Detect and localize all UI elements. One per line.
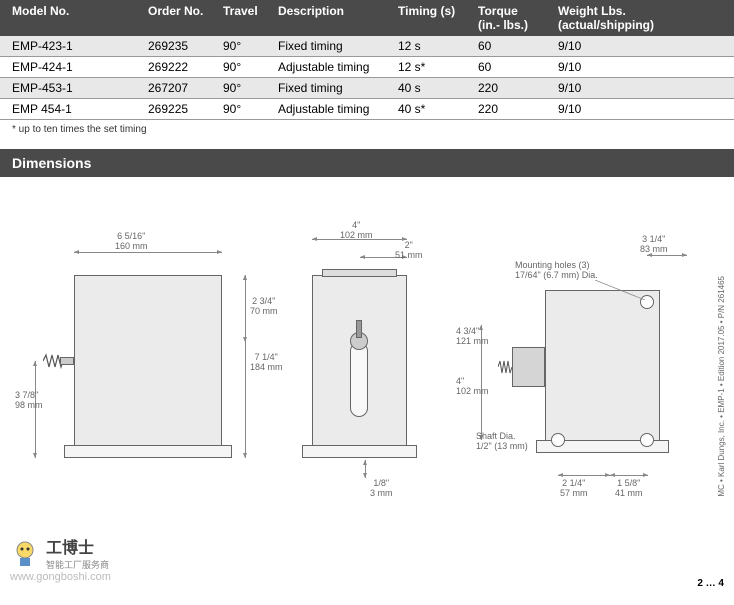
col-model: Model No.	[0, 0, 140, 36]
view1-shaft	[60, 357, 74, 365]
col-travel: Travel	[215, 0, 270, 36]
shaft-label: Shaft Dia.1/2" (13 mm)	[476, 432, 528, 452]
table-cell: 60	[470, 36, 550, 57]
watermark-subtitle: 智能工厂服务商	[46, 558, 109, 571]
table-cell: 267207	[140, 78, 215, 99]
view3-body	[545, 290, 660, 445]
mount-line	[595, 280, 645, 300]
dim-d2: 3 7/8"98 mm	[15, 391, 43, 411]
footnote: * up to ten times the set timing	[0, 120, 734, 139]
view3-motor	[512, 347, 545, 387]
mount-label: Mounting holes (3)17/64" (6.7 mm) Dia.	[515, 261, 625, 281]
table-row: EMP-424-126922290°Adjustable timing12 s*…	[0, 57, 734, 78]
table-cell: 40 s	[390, 78, 470, 99]
col-torque: Torque (in.- lbs.)	[470, 0, 550, 36]
watermark: 工博士 智能工厂服务商 www.gongboshi.com	[10, 534, 111, 583]
dim-d11: 2 1/4"57 mm	[560, 479, 588, 499]
table-body: EMP-423-126923590°Fixed timing12 s609/10…	[0, 36, 734, 120]
table-cell: 269235	[140, 36, 215, 57]
table-cell: 90°	[215, 57, 270, 78]
page-number: 2 … 4	[697, 578, 724, 589]
table-cell: Fixed timing	[270, 36, 390, 57]
dim-d4: 7 1/4"184 mm	[250, 353, 283, 373]
col-order: Order No.	[140, 0, 215, 36]
table-cell: 9/10	[550, 57, 734, 78]
table-cell: 9/10	[550, 78, 734, 99]
view2-top	[322, 269, 397, 277]
table-cell: EMP-424-1	[0, 57, 140, 78]
table-cell: 269222	[140, 57, 215, 78]
dim-width-arrow	[74, 252, 222, 253]
table-cell: Adjustable timing	[270, 57, 390, 78]
dim-d7-arrow	[365, 460, 366, 478]
table-cell: Fixed timing	[270, 78, 390, 99]
dim-d12: 1 5/8"41 mm	[615, 479, 643, 499]
table-cell: 90°	[215, 36, 270, 57]
view2-handle	[356, 320, 362, 338]
dim-d4-arrow	[245, 275, 246, 458]
dim-d3: 2 3/4"70 mm	[250, 297, 278, 317]
table-cell: Adjustable timing	[270, 99, 390, 120]
dimensions-diagram: 6 5/16"160 mm 3 7/8"98 mm 2 3/4"70 mm 7 …	[0, 177, 734, 597]
table-cell: EMP-423-1	[0, 36, 140, 57]
table-cell: 269225	[140, 99, 215, 120]
dim-d8: 4 3/4"121 mm	[456, 327, 489, 347]
table-cell: EMP-453-1	[0, 78, 140, 99]
dimensions-header: Dimensions	[0, 149, 734, 177]
table-cell: 9/10	[550, 36, 734, 57]
dim-d5: 4"102 mm	[340, 221, 373, 241]
spec-table: Model No. Order No. Travel Description T…	[0, 0, 734, 120]
table-cell: 220	[470, 78, 550, 99]
table-cell: 60	[470, 57, 550, 78]
table-header: Model No. Order No. Travel Description T…	[0, 0, 734, 36]
table-cell: EMP 454-1	[0, 99, 140, 120]
dim-d10-arrow	[647, 255, 687, 256]
table-cell: 12 s*	[390, 57, 470, 78]
col-timing: Timing (s)	[390, 0, 470, 36]
watermark-title: 工博士	[46, 534, 109, 558]
table-cell: 220	[470, 99, 550, 120]
table-cell: 12 s	[390, 36, 470, 57]
col-desc: Description	[270, 0, 390, 36]
table-cell: 90°	[215, 78, 270, 99]
dim-d7: 1/8"3 mm	[370, 479, 393, 499]
side-credit: MC • Karl Dungs, Inc. • EMP-1 • Edition …	[717, 276, 726, 497]
table-row: EMP-453-126720790°Fixed timing40 s2209/1…	[0, 78, 734, 99]
view1-base	[64, 445, 232, 458]
dim-d9: 4"102 mm	[456, 377, 489, 397]
dim-d6: 2"51 mm	[395, 241, 423, 261]
table-row: EMP-423-126923590°Fixed timing12 s609/10	[0, 36, 734, 57]
watermark-url: www.gongboshi.com	[10, 571, 111, 583]
table-cell: 9/10	[550, 99, 734, 120]
mount-hole-3	[640, 433, 654, 447]
col-weight: Weight Lbs. (actual/shipping)	[550, 0, 734, 36]
view2-slot	[350, 342, 368, 417]
table-row: EMP 454-126922590°Adjustable timing40 s*…	[0, 99, 734, 120]
logo-icon	[10, 538, 40, 568]
dim-d12-arrow	[610, 475, 648, 476]
dim-d10: 3 1/4"83 mm	[640, 235, 668, 255]
mount-hole-2	[551, 433, 565, 447]
dim-d11-arrow	[558, 475, 610, 476]
dim-d1: 6 5/16"160 mm	[115, 232, 148, 252]
view3-motor-shaft	[498, 360, 512, 374]
view2-base	[302, 445, 417, 458]
table-cell: 40 s*	[390, 99, 470, 120]
table-cell: 90°	[215, 99, 270, 120]
view1-body	[74, 275, 222, 450]
